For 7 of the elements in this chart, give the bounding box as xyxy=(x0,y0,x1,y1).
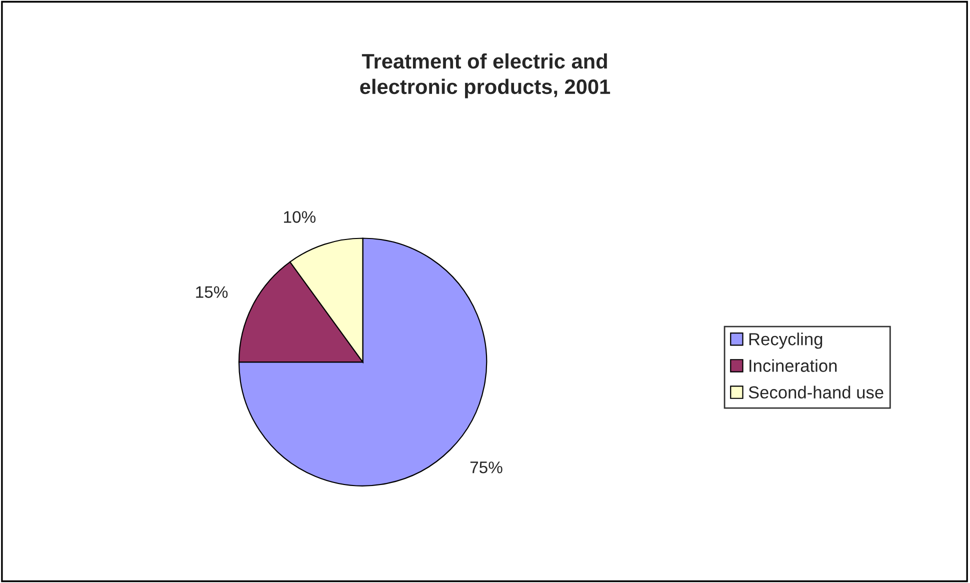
data-label: 10% xyxy=(284,211,316,223)
data-label: 75% xyxy=(470,462,502,474)
legend-label: Incineration xyxy=(750,359,837,372)
data-label: 15% xyxy=(196,286,228,298)
legend-label: Recycling xyxy=(749,332,822,349)
chart-title: Treatment of electric and electronic products, 2001 xyxy=(360,53,610,98)
legend-label: Second-hand use xyxy=(748,386,884,399)
